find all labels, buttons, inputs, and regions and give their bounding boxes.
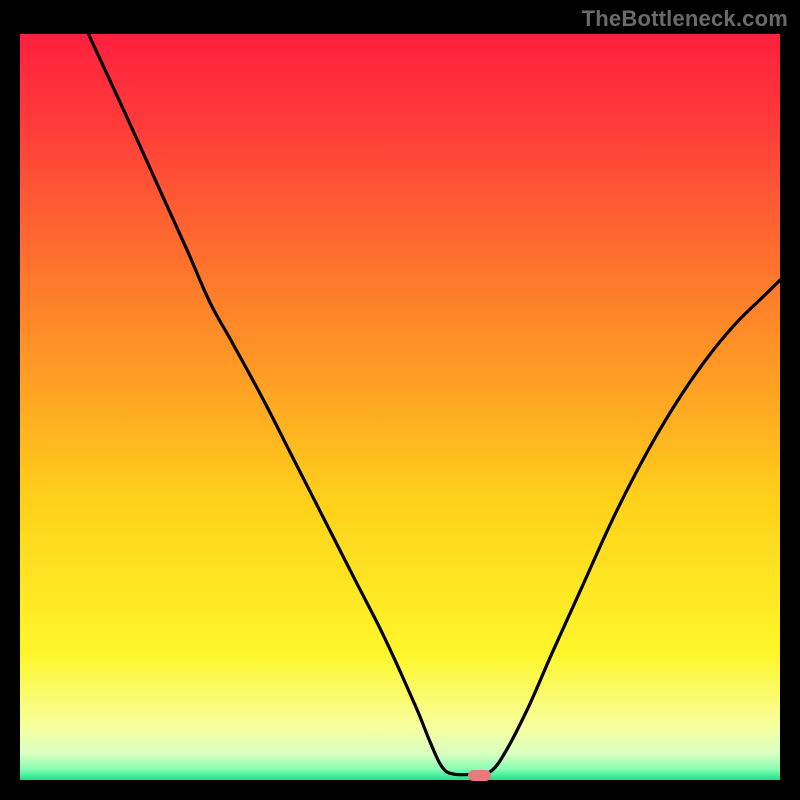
- plot-area: [20, 34, 780, 780]
- bottleneck-curve: [20, 34, 780, 780]
- watermark-label: TheBottleneck.com: [582, 6, 788, 32]
- minimum-marker: [468, 770, 491, 782]
- chart-frame: TheBottleneck.com: [0, 0, 800, 800]
